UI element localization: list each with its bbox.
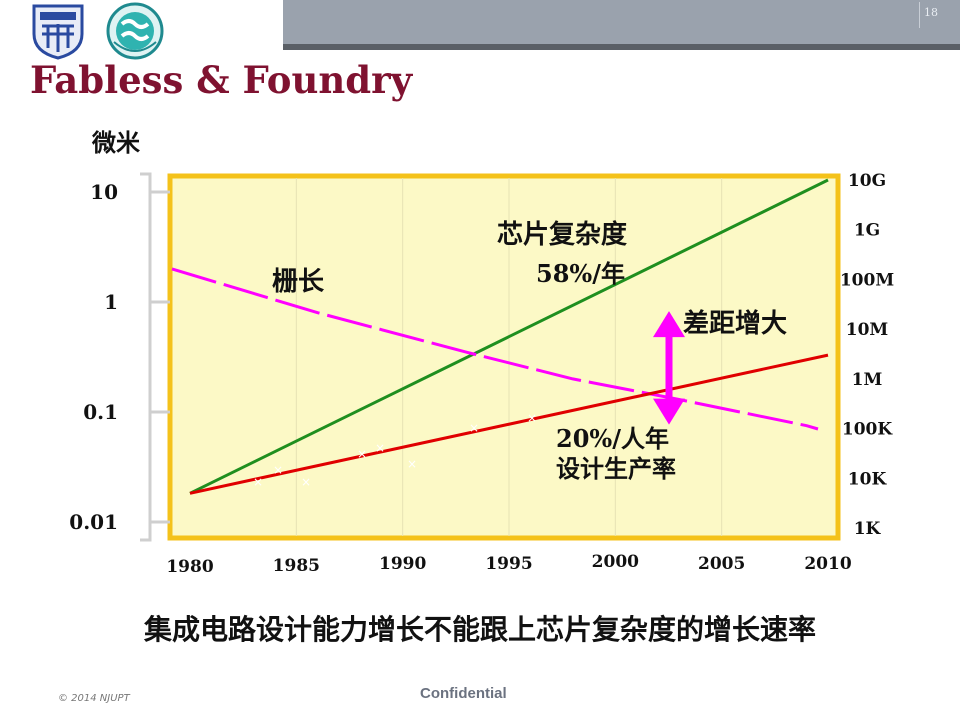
y-axis-label: 微米 bbox=[91, 129, 140, 157]
plot-area bbox=[167, 173, 841, 541]
data-marker: × bbox=[527, 411, 537, 425]
confidential-label: Confidential bbox=[420, 685, 507, 702]
left-axis-tick-label: 0.01 bbox=[69, 510, 118, 534]
series-line bbox=[189, 353, 829, 495]
series-line bbox=[189, 178, 829, 495]
left-axis: 10 1 0.1 0.01 bbox=[69, 172, 170, 542]
x-axis-tick-label: 2000 bbox=[592, 552, 639, 572]
right-axis-tick-label: 10K bbox=[848, 469, 888, 489]
gap-arrow-head-down bbox=[653, 398, 685, 425]
gap-arrow bbox=[653, 311, 685, 425]
series-line bbox=[171, 267, 819, 431]
right-axis-tick-label: 10G bbox=[848, 171, 886, 191]
grid bbox=[295, 178, 723, 536]
x-axis: 1980 1985 1990 1995 2000 2005 2010 bbox=[166, 552, 851, 577]
productivity-label: 设计生产率 bbox=[556, 455, 676, 483]
data-marker: × bbox=[375, 441, 385, 455]
slide-number-separator bbox=[919, 2, 920, 28]
left-axis-bracket bbox=[140, 172, 152, 542]
x-axis-tick-label: 1990 bbox=[379, 554, 426, 574]
gap-label: 差距增大 bbox=[683, 308, 787, 339]
right-axis-tick-label: 10M bbox=[846, 320, 889, 340]
right-axis-tick-label: 100K bbox=[842, 420, 893, 440]
annotations: 微米 芯片复杂度 58%/年 栅长 差距增大 20%/人年 设计生产率 bbox=[91, 129, 787, 483]
data-marker: × bbox=[301, 475, 311, 489]
copyright-text: © 2014 NJUPT bbox=[58, 693, 130, 704]
data-marker: × bbox=[253, 475, 263, 489]
left-axis-tick-label: 1 bbox=[104, 290, 118, 314]
complexity-label: 芯片复杂度 bbox=[497, 219, 627, 250]
gate-length-label: 栅长 bbox=[272, 266, 325, 297]
gap-arrow-head-up bbox=[653, 311, 685, 338]
left-axis-tick-label: 10 bbox=[90, 180, 118, 204]
right-axis-tick-label: 100M bbox=[840, 270, 894, 290]
x-axis-tick-label: 1980 bbox=[166, 557, 213, 577]
header-divider bbox=[283, 44, 960, 50]
right-axis-tick-label: 1K bbox=[854, 519, 882, 539]
complexity-rate: 58%/年 bbox=[536, 259, 625, 288]
right-axis-tick-label: 1M bbox=[852, 370, 883, 390]
header-bar bbox=[283, 0, 960, 44]
data-marker: × bbox=[357, 447, 367, 461]
data-marker: × bbox=[407, 457, 417, 471]
x-axis-tick-label: 2010 bbox=[804, 554, 851, 574]
data-marker: × bbox=[273, 463, 283, 477]
left-axis-tick-label: 0.1 bbox=[83, 400, 118, 424]
sb-logo bbox=[106, 2, 164, 60]
data-marker: × bbox=[469, 421, 479, 435]
right-axis: 10G 1G 100M 10M 1M 100K 10K 1K bbox=[840, 171, 894, 539]
x-axis-tick-label: 1985 bbox=[273, 556, 320, 576]
university-crest-logo bbox=[32, 4, 84, 60]
slide-title: Fabless & Foundry bbox=[30, 58, 413, 102]
right-axis-tick-label: 1G bbox=[854, 221, 880, 241]
slide-caption: 集成电路设计能力增长不能跟上芯片复杂度的增长速率 bbox=[143, 613, 816, 646]
x-axis-tick-label: 1995 bbox=[485, 554, 532, 574]
series-group: × × × × × × × × bbox=[171, 178, 829, 495]
slide-number: 18 bbox=[924, 6, 938, 19]
productivity-rate: 20%/人年 bbox=[556, 424, 669, 453]
x-axis-tick-label: 2005 bbox=[698, 554, 745, 574]
